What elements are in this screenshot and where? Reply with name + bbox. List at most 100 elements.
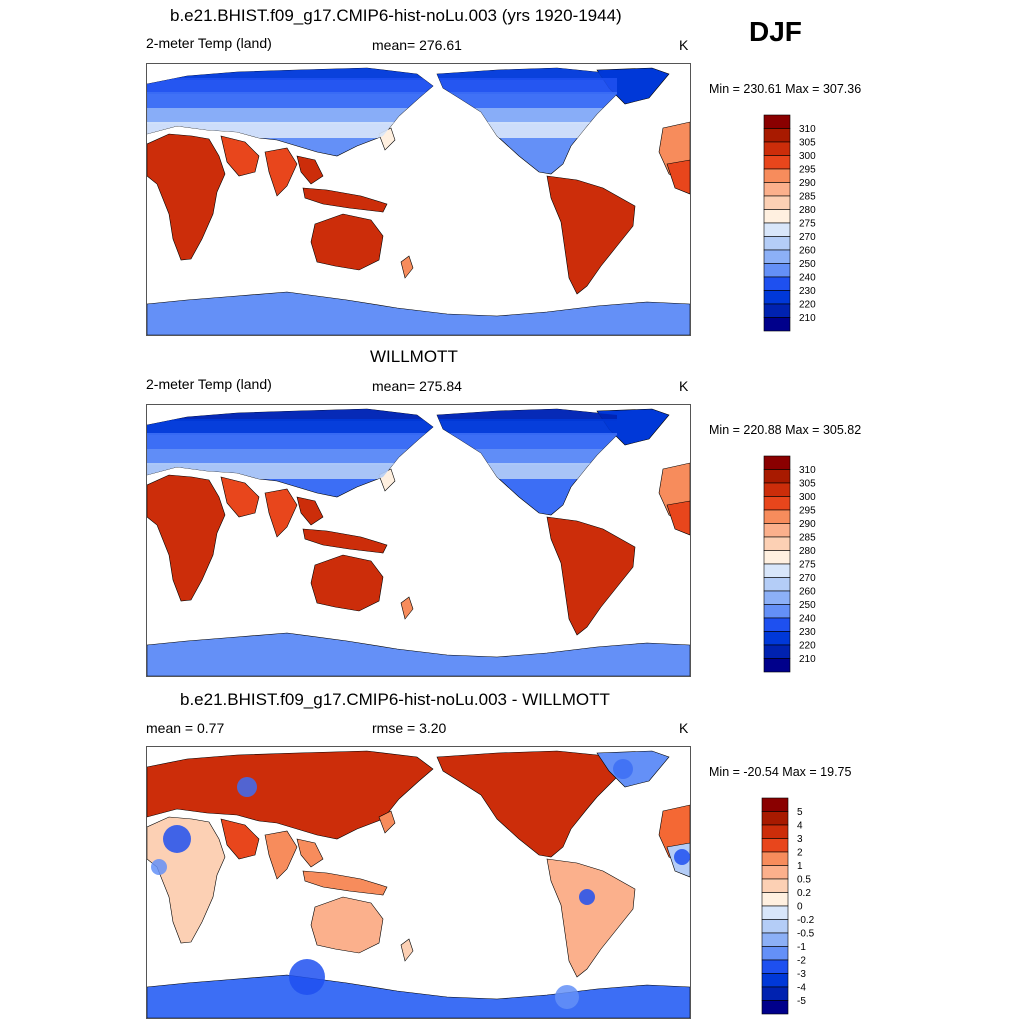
landmass-antarc bbox=[147, 632, 690, 676]
colorbar-label: -1 bbox=[797, 942, 806, 953]
landmass-antarc bbox=[147, 974, 690, 1018]
colorbar-svg: 310 305 300 295 290 285 280 275 270 260 250 240 230 2… bbox=[763, 114, 816, 332]
variable-label: 2-meter Temp (land) bbox=[146, 376, 272, 392]
colorbar-swatch bbox=[763, 550, 791, 565]
colorbar-swatch bbox=[761, 973, 789, 988]
world-map bbox=[146, 63, 691, 336]
landmass-africaE bbox=[666, 159, 690, 195]
landmass-arabia bbox=[220, 135, 260, 177]
variable-label: 2-meter Temp (land) bbox=[146, 35, 272, 51]
rmse-label: rmse = 3.20 bbox=[372, 720, 447, 736]
landmass-indones bbox=[302, 528, 388, 554]
colorbar-label: 300 bbox=[799, 492, 816, 503]
colorbar-label: 310 bbox=[799, 124, 816, 135]
colorbar-label: 250 bbox=[799, 600, 816, 611]
colorbar-swatch bbox=[763, 658, 791, 673]
colorbar: 5 4 3 2 1 0.5 0.2 0 -0.2 -0.5 -1 -2 -3 -4 -5 bbox=[761, 797, 832, 1015]
anomaly-patch bbox=[613, 759, 633, 779]
temperature-band bbox=[437, 78, 617, 94]
map-canvas bbox=[147, 405, 690, 676]
landmass-nz bbox=[400, 255, 414, 279]
landmass-africa bbox=[147, 816, 226, 944]
mean-label: mean= 276.61 bbox=[372, 37, 462, 53]
anomaly-patch bbox=[674, 849, 690, 865]
colorbar-swatch bbox=[763, 222, 791, 237]
colorbar-label: 4 bbox=[797, 821, 803, 832]
colorbar-label: 5 bbox=[797, 807, 803, 818]
colorbar-label: -3 bbox=[797, 969, 806, 980]
temperature-band bbox=[437, 409, 617, 421]
colorbar-label: -0.5 bbox=[797, 929, 815, 940]
anomaly-patch bbox=[555, 985, 579, 1009]
colorbar-swatch bbox=[763, 644, 791, 659]
colorbar-swatch bbox=[763, 303, 791, 318]
landmass-indones bbox=[302, 870, 388, 896]
landmass-seasia bbox=[296, 496, 324, 526]
colorbar: 310 305 300 295 290 285 280 275 270 260 250 240 230 2… bbox=[763, 114, 834, 332]
min-max-label: Min = 220.88 Max = 305.82 bbox=[709, 423, 862, 437]
colorbar-label: 260 bbox=[799, 587, 816, 598]
colorbar-swatch bbox=[761, 797, 789, 812]
temperature-band bbox=[437, 68, 617, 80]
colorbar-swatch bbox=[761, 1000, 789, 1015]
landmass-indones bbox=[302, 187, 388, 213]
colorbar-swatch bbox=[763, 563, 791, 578]
colorbar-swatch bbox=[763, 604, 791, 619]
colorbar-swatch bbox=[761, 878, 789, 893]
colorbar-label: 230 bbox=[799, 627, 816, 638]
landmass-arabia bbox=[220, 476, 260, 518]
landmass-austral bbox=[310, 554, 384, 612]
colorbar-label: 240 bbox=[799, 614, 816, 625]
colorbar-swatch bbox=[761, 851, 789, 866]
landmass-seasia bbox=[296, 155, 324, 185]
temperature-band bbox=[147, 108, 433, 124]
colorbar-label: -2 bbox=[797, 956, 806, 967]
landmass-nz bbox=[400, 938, 414, 962]
colorbar-swatch bbox=[763, 168, 791, 183]
colorbar-label: 210 bbox=[799, 313, 816, 324]
min-max-label: Min = -20.54 Max = 19.75 bbox=[709, 765, 852, 779]
colorbar-swatch bbox=[763, 469, 791, 484]
anomaly-patch bbox=[289, 959, 325, 995]
temperature-band bbox=[147, 433, 433, 449]
colorbar-label: 280 bbox=[799, 546, 816, 557]
landmass-africa bbox=[147, 133, 226, 261]
landmass-africaE bbox=[666, 500, 690, 536]
units-label: K bbox=[679, 720, 689, 736]
colorbar-swatch bbox=[761, 811, 789, 826]
landmass-austral bbox=[310, 896, 384, 954]
panel-title: b.e21.BHIST.f09_g17.CMIP6-hist-noLu.003 … bbox=[170, 6, 622, 25]
landmass-namerica bbox=[436, 750, 618, 858]
colorbar-swatch bbox=[763, 455, 791, 470]
colorbar-label: 1 bbox=[797, 861, 803, 872]
colorbar-swatch bbox=[761, 838, 789, 853]
colorbar-swatch bbox=[763, 317, 791, 332]
colorbar-label: 295 bbox=[799, 165, 816, 176]
colorbar-swatch bbox=[761, 986, 789, 1001]
colorbar-label: 290 bbox=[799, 178, 816, 189]
colorbar-swatch bbox=[763, 195, 791, 210]
colorbar-label: 3 bbox=[797, 834, 803, 845]
colorbar-label: 285 bbox=[799, 192, 816, 203]
colorbar-label: 305 bbox=[799, 138, 816, 149]
colorbar-swatch bbox=[761, 865, 789, 880]
colorbar-label: 285 bbox=[799, 533, 816, 544]
colorbar-swatch bbox=[763, 249, 791, 264]
units-label: K bbox=[679, 37, 689, 53]
colorbar-swatch bbox=[763, 496, 791, 511]
temperature-band bbox=[437, 433, 617, 449]
colorbar-label: 305 bbox=[799, 479, 816, 490]
colorbar-swatch bbox=[763, 509, 791, 524]
colorbar-label: 0.5 bbox=[797, 875, 811, 886]
colorbar-swatch bbox=[761, 905, 789, 920]
colorbar-swatch bbox=[763, 263, 791, 278]
colorbar-swatch bbox=[763, 155, 791, 170]
landmass-india bbox=[264, 147, 298, 197]
colorbar-label: 2 bbox=[797, 848, 803, 859]
panel-title: b.e21.BHIST.f09_g17.CMIP6-hist-noLu.003 … bbox=[180, 690, 610, 709]
landmass-arabia bbox=[220, 818, 260, 860]
colorbar: 310 305 300 295 290 285 280 275 270 260 250 240 230 2… bbox=[763, 455, 834, 673]
colorbar-swatch bbox=[763, 182, 791, 197]
landmass-austral bbox=[310, 213, 384, 271]
colorbar-label: 220 bbox=[799, 641, 816, 652]
